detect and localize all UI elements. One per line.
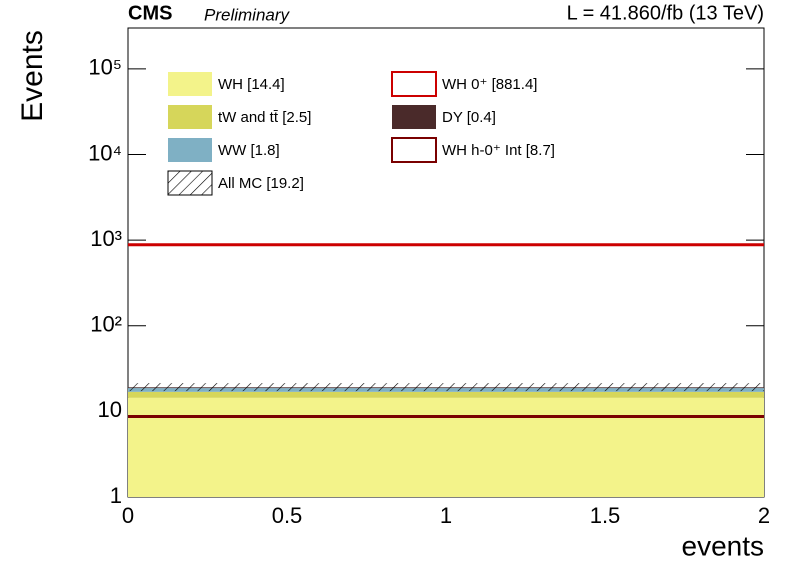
legend-swatch xyxy=(168,138,212,162)
legend-label: WH h-0⁺ Int [8.7] xyxy=(442,142,555,159)
x-tick-label: 2 xyxy=(758,503,770,528)
stack-bar xyxy=(128,397,764,497)
y-tick-label: 10³ xyxy=(90,226,122,251)
status: Preliminary xyxy=(204,5,291,24)
legend-label: WH 0⁺ [881.4] xyxy=(442,76,537,93)
x-tick-label: 1 xyxy=(440,503,452,528)
uncertainty-band xyxy=(128,383,764,392)
y-axis-label: Events xyxy=(16,30,49,122)
y-tick-label: 10² xyxy=(90,312,122,337)
experiment: CMS xyxy=(128,2,172,24)
x-axis-label: events xyxy=(682,530,765,561)
stack-bar xyxy=(128,391,764,398)
legend-swatch xyxy=(391,71,437,97)
legend-label: WW [1.8] xyxy=(218,142,280,159)
lumi: L = 41.860/fb (13 TeV) xyxy=(567,2,764,24)
x-tick-label: 1.5 xyxy=(590,503,621,528)
legend-swatch xyxy=(392,105,436,129)
legend-label: WH [14.4] xyxy=(218,76,285,93)
x-tick-label: 0.5 xyxy=(272,503,303,528)
y-tick-label: 10⁵ xyxy=(88,55,122,80)
x-tick-label: 0 xyxy=(122,503,134,528)
legend-label: All MC [19.2] xyxy=(218,175,304,192)
y-tick-label: 1 xyxy=(110,483,122,508)
y-tick-label: 10⁴ xyxy=(88,140,122,165)
legend-swatch xyxy=(168,72,212,96)
legend-swatch xyxy=(167,170,213,196)
y-tick-label: 10 xyxy=(98,397,122,422)
legend-label: tW and tt̄ [2.5] xyxy=(218,109,311,126)
legend-swatch xyxy=(391,137,437,163)
legend-label: DY [0.4] xyxy=(442,109,496,126)
legend-swatch xyxy=(168,105,212,129)
